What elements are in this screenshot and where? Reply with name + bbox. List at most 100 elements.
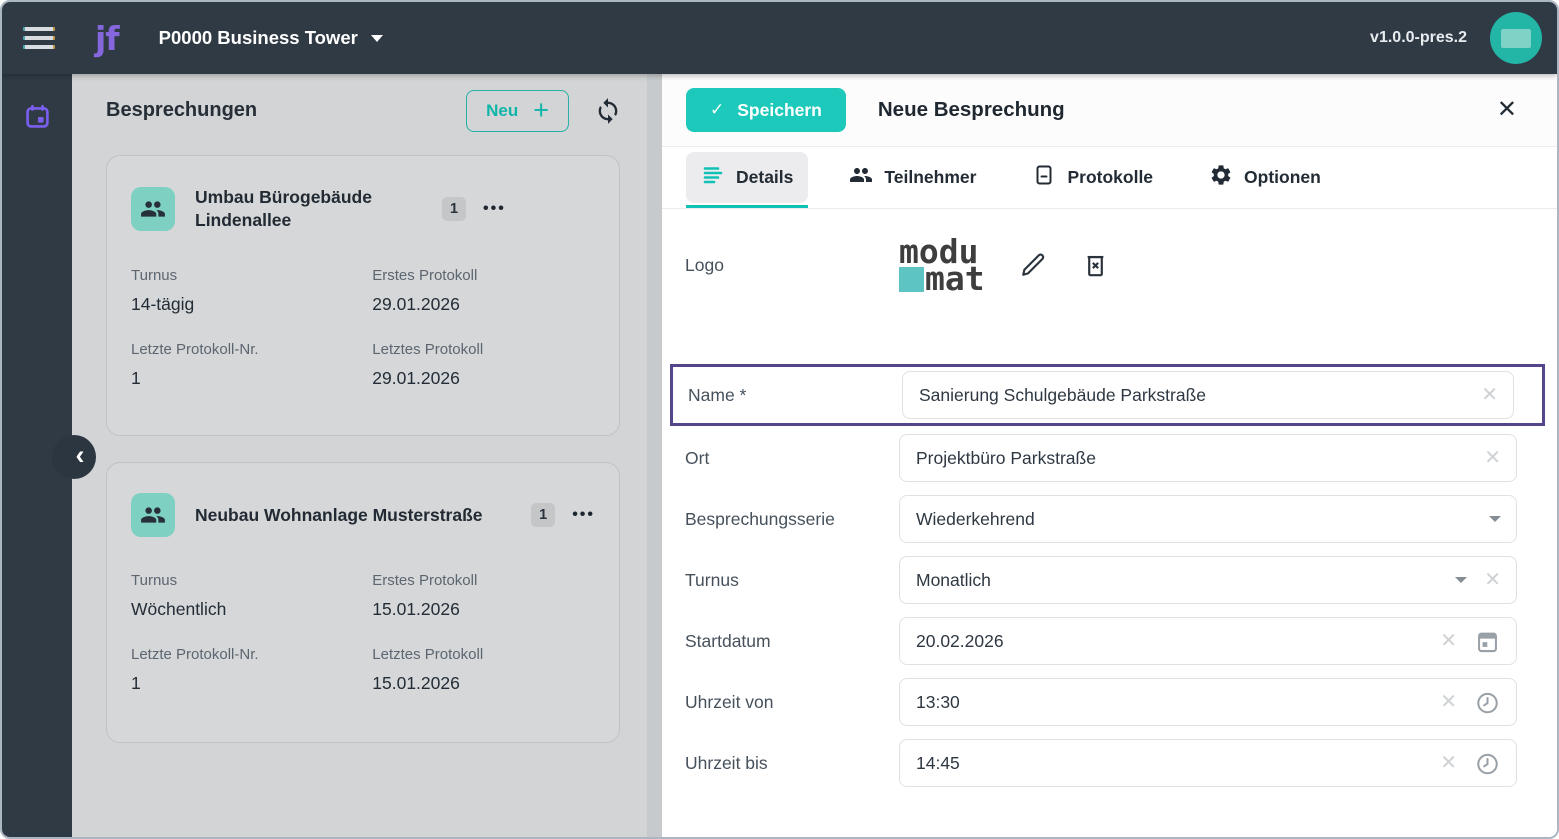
- clear-icon[interactable]: ✕: [1440, 691, 1457, 713]
- card-field: Letztes Protokoll 15.01.2026: [372, 646, 484, 693]
- form-row-ort: Ort ✕: [685, 434, 1517, 482]
- calendar-icon: [24, 103, 51, 135]
- clear-icon[interactable]: ✕: [1484, 569, 1501, 591]
- avatar[interactable]: [1490, 12, 1542, 64]
- ort-input[interactable]: ✕: [899, 434, 1517, 482]
- form-row-besprechungsserie: Besprechungsserie: [685, 495, 1517, 543]
- turnus-field[interactable]: [916, 569, 1446, 591]
- chevron-down-icon: [370, 34, 383, 42]
- clear-icon[interactable]: ✕: [1440, 630, 1457, 652]
- clock-icon[interactable]: [1474, 689, 1501, 716]
- edit-icon[interactable]: [1018, 250, 1048, 280]
- participants-icon: [849, 163, 873, 192]
- form-row-uhrzeit-von: Uhrzeit von ✕: [685, 678, 1517, 726]
- form-row-turnus: Turnus ✕: [685, 556, 1517, 604]
- name-input-field[interactable]: [919, 384, 1472, 406]
- field-label: Besprechungsserie: [685, 508, 835, 529]
- tab-optionen[interactable]: Optionen: [1194, 147, 1336, 208]
- card-field: Letzte Protokoll-Nr. 1: [131, 340, 259, 388]
- details-icon: [701, 163, 725, 192]
- detail-header: ✓ Speichern Neue Besprechung ✕: [662, 74, 1557, 147]
- uhrzeit-von-field[interactable]: [916, 691, 1431, 713]
- menu-icon[interactable]: [23, 22, 55, 54]
- name-input[interactable]: ✕: [902, 371, 1514, 419]
- card-field: Erstes Protokoll 29.01.2026: [372, 266, 478, 314]
- meeting-group-icon: [131, 493, 175, 537]
- card-field: Letztes Protokoll 29.01.2026: [372, 340, 484, 388]
- meeting-card[interactable]: Umbau Bürogebäude Lindenallee 1 ••• Turn…: [106, 155, 620, 436]
- form-row-name: Name * ✕: [688, 371, 1514, 419]
- version-label: v1.0.0-pres.2: [1370, 29, 1467, 46]
- field-label: Uhrzeit von: [685, 691, 774, 712]
- panel-divider: [647, 74, 662, 837]
- detail-tabs: Details Teilnehmer Protokolle: [662, 147, 1557, 209]
- uhrzeit-bis-input[interactable]: ✕: [899, 739, 1517, 787]
- field-label: Name *: [688, 384, 747, 405]
- detail-title: Neue Besprechung: [877, 98, 1065, 121]
- protocol-count-badge: 1: [531, 503, 556, 527]
- protocol-count-badge: 1: [442, 196, 466, 221]
- meeting-group-icon: [131, 186, 175, 231]
- save-button[interactable]: ✓ Speichern: [686, 88, 846, 132]
- card-field: Turnus 14-tägig: [131, 266, 195, 314]
- tab-teilnehmer[interactable]: Teilnehmer: [834, 147, 991, 208]
- topbar: jf P0000 Business Tower v1.0.0-pres.2: [2, 2, 1557, 74]
- field-label: Logo: [685, 254, 724, 275]
- refresh-icon[interactable]: [594, 97, 622, 125]
- brand-logo-image: modu mat: [899, 232, 985, 299]
- meeting-detail-panel: ✓ Speichern Neue Besprechung ✕ Details: [662, 74, 1557, 837]
- startdatum-input[interactable]: ✕: [899, 617, 1517, 665]
- field-label: Startdatum: [685, 630, 771, 651]
- calendar-picker-icon[interactable]: [1474, 628, 1501, 655]
- collapse-panel-button[interactable]: ‹: [52, 435, 96, 479]
- tab-protokolle[interactable]: Protokolle: [1017, 147, 1168, 208]
- meeting-card[interactable]: Neubau Wohnanlage Musterstraße 1 ••• Tur…: [106, 462, 620, 743]
- uhrzeit-bis-field[interactable]: [916, 752, 1431, 774]
- more-options-icon[interactable]: •••: [483, 199, 506, 217]
- field-label: Ort: [685, 447, 710, 468]
- meeting-title: Umbau Bürogebäude Lindenallee: [195, 187, 372, 230]
- meeting-title: Neubau Wohnanlage Musterstraße: [195, 504, 483, 525]
- chevron-left-icon: ‹: [75, 439, 85, 470]
- clear-icon[interactable]: ✕: [1440, 752, 1457, 774]
- check-icon: ✓: [710, 100, 725, 119]
- dropdown-icon[interactable]: [1455, 577, 1468, 583]
- field-label: Turnus: [685, 569, 739, 590]
- automation-highlight: Name * ✕: [670, 364, 1545, 426]
- uhrzeit-von-input[interactable]: ✕: [899, 678, 1517, 726]
- form-row-uhrzeit-bis: Uhrzeit bis ✕: [685, 739, 1517, 787]
- card-field: Letzte Protokoll-Nr. 1: [131, 646, 259, 693]
- project-title: P0000 Business Tower: [158, 27, 358, 48]
- new-meeting-button[interactable]: Neu +: [466, 89, 569, 132]
- brand-logo-square: [899, 266, 924, 292]
- delete-icon[interactable]: [1081, 251, 1110, 280]
- dropdown-icon[interactable]: [1489, 516, 1501, 522]
- form-row-logo: Logo modu mat: [685, 233, 1517, 297]
- protocols-icon: [1032, 163, 1056, 192]
- avatar-image: [1501, 28, 1531, 48]
- app-logo[interactable]: jf: [95, 18, 120, 58]
- ort-input-field[interactable]: [916, 447, 1475, 469]
- card-field: Turnus Wöchentlich: [131, 572, 227, 619]
- meetings-panel-header: Besprechungen Neu +: [72, 74, 647, 147]
- close-icon[interactable]: ✕: [1496, 96, 1517, 123]
- turnus-select[interactable]: ✕: [899, 556, 1517, 604]
- card-field: Erstes Protokoll 15.01.2026: [372, 572, 478, 619]
- more-options-icon[interactable]: •••: [572, 506, 595, 523]
- besprechungsserie-field[interactable]: [916, 508, 1479, 530]
- meeting-form: Logo modu mat: [662, 209, 1557, 787]
- clear-icon[interactable]: ✕: [1484, 447, 1501, 469]
- page-title: Besprechungen: [106, 99, 258, 121]
- tab-details[interactable]: Details: [686, 147, 809, 208]
- form-row-startdatum: Startdatum ✕: [685, 617, 1517, 665]
- project-switcher[interactable]: P0000 Business Tower: [159, 27, 383, 49]
- besprechungsserie-select[interactable]: [899, 495, 1517, 543]
- meetings-panel: Besprechungen Neu + Umbau Bürogebäude Li…: [72, 74, 647, 837]
- field-label: Uhrzeit bis: [685, 752, 768, 773]
- clock-icon[interactable]: [1474, 750, 1501, 777]
- clear-icon[interactable]: ✕: [1481, 384, 1498, 406]
- options-gear-icon: [1209, 163, 1233, 192]
- sidebar-item-meetings[interactable]: [15, 97, 59, 141]
- startdatum-field[interactable]: [916, 630, 1431, 652]
